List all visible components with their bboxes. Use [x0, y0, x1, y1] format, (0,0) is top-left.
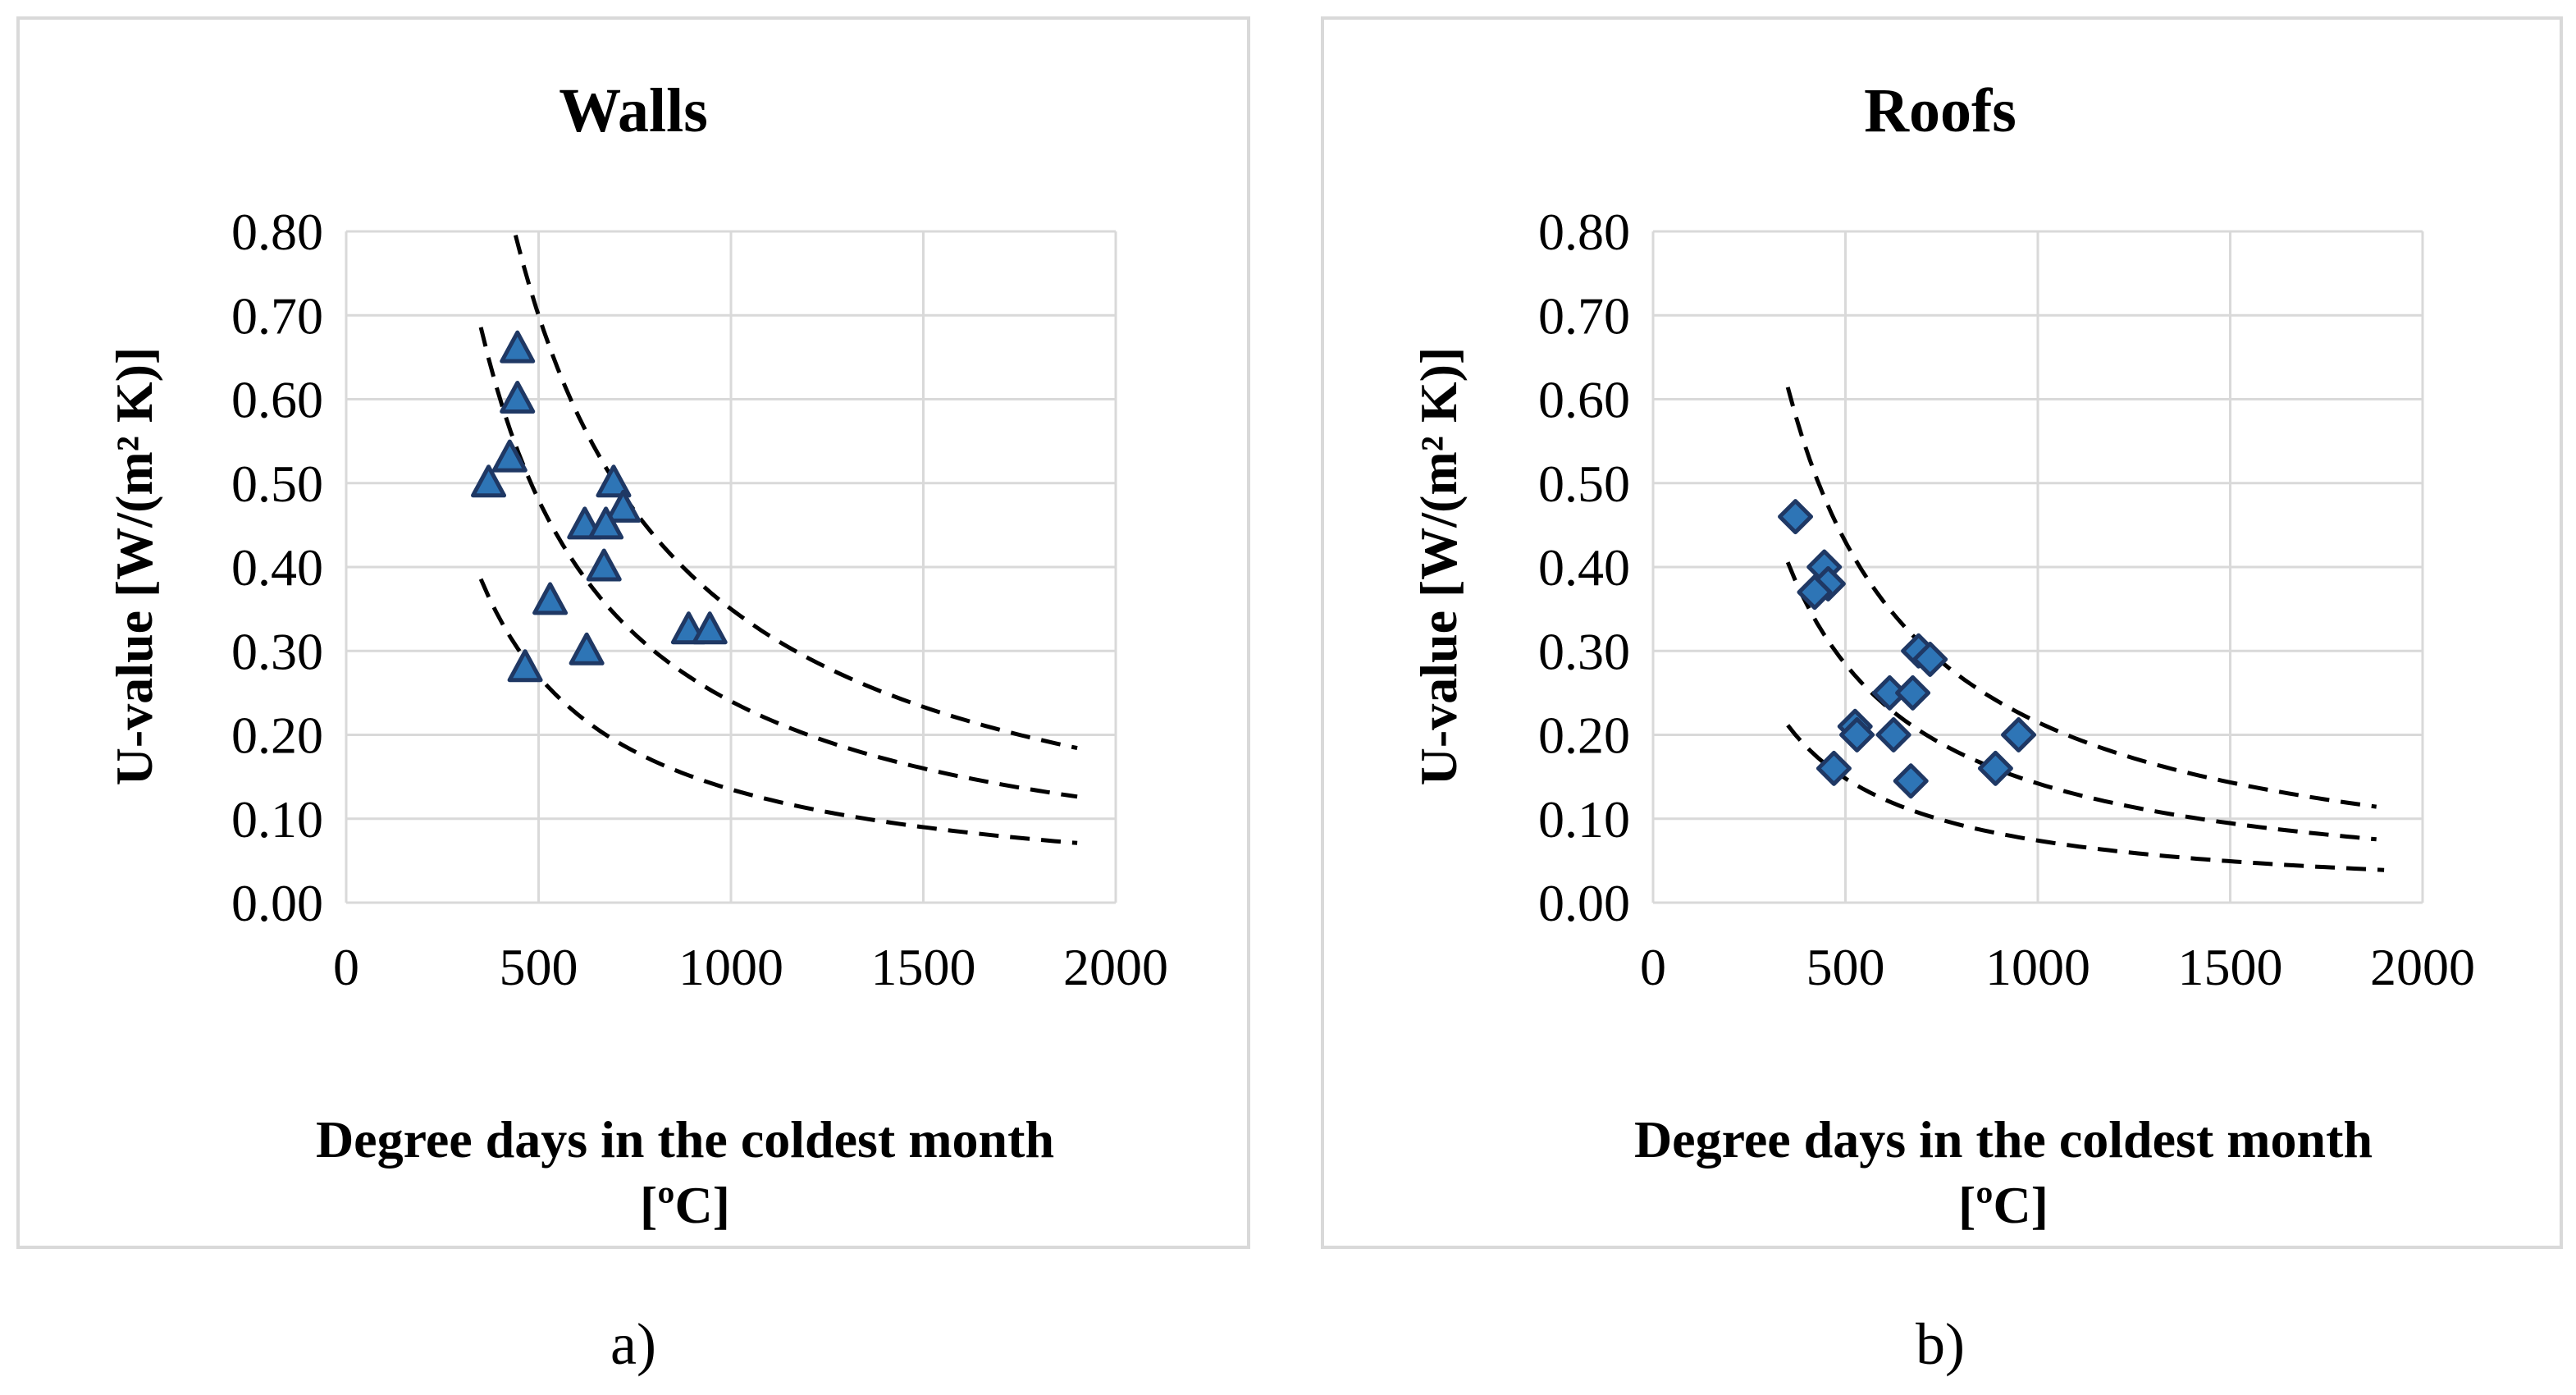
- walls-x-tick-label: 500: [500, 938, 578, 996]
- walls-chart-panel: Walls 0.000.100.200.300.400.500.600.700.…: [16, 16, 1250, 1249]
- walls-data-point: [605, 489, 642, 523]
- walls-caption: a): [610, 1311, 656, 1377]
- roofs-trendline-middle: [1785, 561, 2377, 842]
- walls-y-axis-label: U-value [W/(m² K)]: [105, 347, 163, 786]
- roofs-trendlines: [1785, 386, 2385, 872]
- roofs-y-tick-label: 0.50: [1538, 455, 1630, 513]
- roofs-x-tick-label: 1000: [1985, 938, 2090, 996]
- roofs-chart-frame: [1321, 16, 2563, 1249]
- walls-y-tick-labels: 0.00 0.10 0.20 0.30 0.40 0.50 0.60 0.70 0.80: [231, 203, 323, 932]
- roofs-x-tick-label: 500: [1806, 938, 1885, 996]
- roofs-caption: b): [1916, 1311, 1965, 1377]
- roofs-x-tick-label: 0: [1640, 938, 1666, 996]
- roofs-trendline-lower: [1786, 724, 2385, 872]
- roofs-trendline-upper: [1785, 386, 2377, 809]
- walls-x-tick-label: 0: [333, 938, 359, 996]
- roofs-data-point: [1839, 717, 1875, 752]
- walls-chart-title: Walls: [559, 76, 708, 145]
- walls-y-tick-label: 0.40: [231, 538, 323, 597]
- roofs-y-tick-label: 0.40: [1538, 538, 1630, 597]
- roofs-data-point: [1893, 763, 1929, 799]
- roofs-data-points: [1778, 499, 2037, 799]
- walls-x-tick-label: 1500: [871, 938, 976, 996]
- roofs-y-tick-label: 0.00: [1538, 874, 1630, 932]
- roofs-y-tick-labels: 0.00 0.10 0.20 0.30 0.40 0.50 0.60 0.70 0.80: [1538, 203, 1630, 932]
- walls-data-point: [569, 632, 605, 665]
- walls-x-axis-label-line1: Degree days in the coldest month: [316, 1110, 1054, 1169]
- walls-y-tick-label: 0.60: [231, 371, 323, 429]
- walls-y-tick-label: 0.50: [231, 455, 323, 513]
- roofs-data-point: [1912, 641, 1948, 677]
- roofs-chart-panel: Roofs 0.000.100.200.300.400.500.600.700.…: [1321, 16, 2563, 1249]
- roofs-data-point: [1875, 717, 1911, 752]
- roofs-data-point: [2001, 717, 2037, 752]
- walls-data-point: [507, 649, 543, 683]
- walls-y-tick-label: 0.70: [231, 286, 323, 345]
- walls-data-point: [500, 330, 536, 364]
- walls-data-point: [596, 464, 632, 498]
- roofs-x-axis-label-line2: [ºC]: [1958, 1176, 2048, 1234]
- walls-x-tick-labels: 0 500 1000 1500 2000: [333, 938, 1168, 996]
- roofs-x-axis-label-line1: Degree days in the coldest month: [1634, 1110, 2373, 1169]
- roofs-x-tick-label: 1500: [2178, 938, 2283, 996]
- roofs-y-tick-label: 0.60: [1538, 371, 1630, 429]
- walls-y-tick-label: 0.20: [231, 707, 323, 765]
- walls-data-point: [471, 464, 507, 498]
- roofs-y-tick-label: 0.20: [1538, 707, 1630, 765]
- roofs-gridlines: [1651, 230, 2424, 904]
- walls-y-tick-label: 0.30: [231, 622, 323, 680]
- walls-data-points: [471, 330, 728, 683]
- roofs-data-point: [1778, 499, 1814, 535]
- roofs-data-point: [1895, 675, 1931, 711]
- walls-trendline-middle: [478, 327, 1078, 799]
- roofs-x-tick-label: 2000: [2370, 938, 2475, 996]
- roofs-x-tick-labels: 0 500 1000 1500 2000: [1640, 938, 2475, 996]
- roofs-y-tick-label: 0.30: [1538, 622, 1630, 680]
- roofs-data-point: [1816, 750, 1852, 786]
- walls-data-point: [588, 506, 624, 540]
- roofs-data-point: [1797, 574, 1833, 611]
- roofs-data-point: [1977, 750, 2013, 786]
- walls-x-tick-label: 2000: [1063, 938, 1168, 996]
- walls-y-tick-label: 0.10: [231, 790, 323, 848]
- walls-data-point: [586, 548, 622, 582]
- roofs-y-tick-label: 0.70: [1538, 286, 1630, 345]
- walls-gridlines: [345, 230, 1117, 904]
- walls-data-point: [692, 611, 728, 645]
- roofs-y-tick-label: 0.80: [1538, 203, 1630, 261]
- walls-data-point: [491, 439, 528, 473]
- walls-data-point: [500, 381, 536, 414]
- roofs-y-tick-label: 0.10: [1538, 790, 1630, 848]
- walls-y-tick-label: 0.80: [231, 203, 323, 261]
- walls-x-axis-label-line2: [ºC]: [640, 1176, 730, 1234]
- roofs-chart-title: Roofs: [1864, 76, 2016, 145]
- walls-y-tick-label: 0.00: [231, 874, 323, 932]
- roofs-y-axis-label: U-value [W/(m² K)]: [1409, 347, 1468, 786]
- walls-data-point: [532, 582, 569, 615]
- walls-x-tick-label: 1000: [678, 938, 783, 996]
- walls-trendline-lower: [478, 578, 1078, 845]
